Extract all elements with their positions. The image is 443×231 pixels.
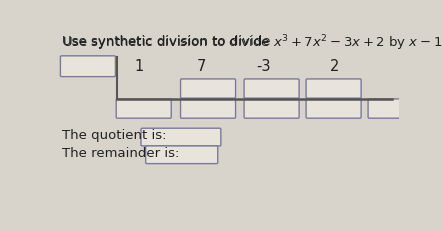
- Text: The quotient is:: The quotient is:: [62, 129, 166, 142]
- Text: 7: 7: [196, 59, 206, 74]
- FancyBboxPatch shape: [181, 79, 236, 98]
- FancyBboxPatch shape: [306, 99, 361, 118]
- FancyBboxPatch shape: [244, 79, 299, 98]
- FancyBboxPatch shape: [244, 99, 299, 118]
- Text: The remainder is:: The remainder is:: [62, 147, 179, 160]
- Text: -3: -3: [256, 59, 270, 74]
- FancyBboxPatch shape: [181, 99, 236, 118]
- Text: Use synthetic division to divide: Use synthetic division to divide: [62, 35, 274, 49]
- FancyBboxPatch shape: [116, 99, 171, 118]
- FancyBboxPatch shape: [306, 79, 361, 98]
- FancyBboxPatch shape: [146, 146, 218, 164]
- Text: 2: 2: [330, 59, 339, 74]
- Text: 1: 1: [134, 59, 144, 74]
- FancyBboxPatch shape: [141, 128, 221, 146]
- FancyBboxPatch shape: [368, 99, 423, 118]
- Text: Use synthetic division to divide $x^3 + 7x^2 - 3x + 2$ by $x - 1$: Use synthetic division to divide $x^3 + …: [62, 34, 442, 54]
- FancyBboxPatch shape: [60, 56, 116, 77]
